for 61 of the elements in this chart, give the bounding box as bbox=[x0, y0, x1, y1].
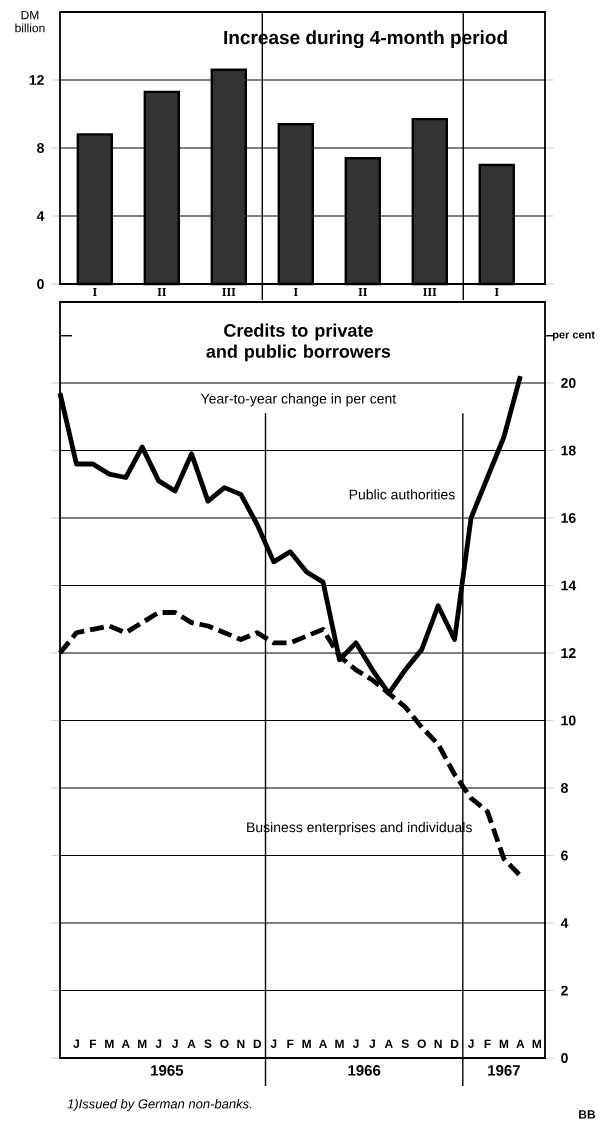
x-tick-label: J bbox=[270, 1039, 277, 1048]
x-tick-label: A bbox=[121, 1039, 130, 1048]
text: BB bbox=[579, 1110, 596, 1119]
text: 1965 bbox=[151, 1065, 184, 1076]
text: 1967 bbox=[488, 1065, 520, 1076]
x-tick-label: III bbox=[423, 288, 437, 296]
x-tick-label: J bbox=[352, 1039, 359, 1048]
x-tick-label: J bbox=[369, 1039, 375, 1048]
x-tick-label: O bbox=[220, 1039, 229, 1048]
series-label: Public authorities bbox=[349, 489, 455, 500]
x-tick-label: M bbox=[335, 1039, 344, 1048]
y-tick-label: 12 bbox=[561, 648, 576, 658]
y-tick-label: 4 bbox=[36, 211, 45, 221]
y-tick-label: 0 bbox=[561, 1053, 568, 1063]
y-tick-label: 12 bbox=[29, 75, 44, 85]
x-tick-label: M bbox=[532, 1039, 541, 1048]
x-tick-label: O bbox=[417, 1039, 426, 1048]
x-tick-label: A bbox=[319, 1039, 328, 1048]
x-tick-label: D bbox=[451, 1039, 459, 1048]
y-tick-label: 18 bbox=[561, 445, 576, 456]
y-tick-label: 6 bbox=[561, 850, 568, 861]
y-tick-label: 20 bbox=[561, 378, 576, 388]
x-tick-label: F bbox=[484, 1039, 491, 1048]
x-tick-label: M bbox=[499, 1039, 509, 1048]
x-tick-label: I bbox=[494, 288, 499, 296]
x-tick-label: A bbox=[384, 1039, 393, 1048]
x-tick-label: S bbox=[204, 1039, 212, 1048]
x-tick-label: I bbox=[293, 288, 298, 296]
y-tick-label: 0 bbox=[37, 279, 44, 289]
x-tick-label: II bbox=[157, 288, 167, 296]
x-tick-label: II bbox=[358, 288, 368, 296]
x-tick-label: M bbox=[105, 1039, 114, 1048]
y-tick-label: 10 bbox=[561, 715, 576, 726]
text: Year-to-year change in per cent bbox=[200, 393, 397, 407]
x-tick-label: S bbox=[401, 1039, 409, 1048]
y-tick-label: 2 bbox=[561, 985, 568, 996]
x-tick-label: A bbox=[187, 1039, 196, 1048]
x-tick-label: F bbox=[287, 1039, 294, 1048]
text: Credits to private and public borrowers bbox=[206, 323, 391, 362]
y-axis-title: per cent bbox=[552, 331, 595, 341]
x-tick-label: M bbox=[138, 1039, 147, 1048]
y-tick-label: 16 bbox=[561, 513, 576, 523]
y-tick-label: 8 bbox=[37, 143, 44, 153]
x-tick-label: J bbox=[171, 1039, 178, 1048]
x-tick-label: J bbox=[155, 1039, 162, 1048]
x-tick-label: J bbox=[467, 1039, 474, 1048]
y-tick-label: 8 bbox=[561, 783, 568, 793]
x-tick-label: I bbox=[92, 288, 97, 296]
x-tick-label: III bbox=[222, 288, 236, 296]
y-axis-title: DM billion bbox=[15, 10, 45, 33]
x-tick-label: D bbox=[253, 1039, 262, 1048]
text: 1)Issued by German non-banks. bbox=[67, 1098, 252, 1112]
x-tick-label: N bbox=[237, 1039, 245, 1048]
y-tick-label: 14 bbox=[561, 580, 577, 591]
x-tick-label: N bbox=[434, 1039, 442, 1048]
y-tick-label: 4 bbox=[560, 918, 569, 928]
x-tick-label: F bbox=[90, 1039, 97, 1048]
x-tick-label: M bbox=[302, 1039, 311, 1048]
x-tick-label: J bbox=[73, 1039, 79, 1048]
text: 1966 bbox=[348, 1065, 381, 1076]
x-tick-label: A bbox=[516, 1039, 525, 1048]
